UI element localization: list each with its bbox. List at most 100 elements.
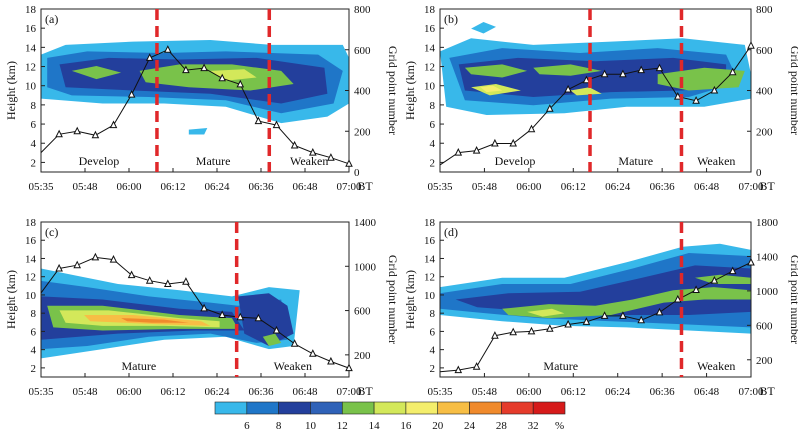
colorbar-swatch <box>532 401 566 415</box>
grid-point-marker <box>127 89 136 98</box>
grid-point-marker <box>345 363 353 372</box>
grid-point-marker <box>582 75 591 84</box>
x-tick-label: 05:35 <box>427 181 453 193</box>
colorbar-tick-label: 8 <box>276 420 282 432</box>
x-unit-label: BT <box>759 384 775 398</box>
grid-point-marker <box>637 65 646 74</box>
panel-b: 05:35 05:48 06:00 06:12 06:24 06:36 06:48 07:00… <box>403 4 798 193</box>
grid-point-marker <box>200 63 208 72</box>
x-tick-label: 05:48 <box>472 386 498 398</box>
grid-point-marker <box>692 285 700 293</box>
contour-region <box>471 22 496 34</box>
y-left-tick-label: 6 <box>430 326 436 338</box>
grid-point-marker <box>491 138 499 147</box>
stage-label-mature: Mature <box>122 359 157 373</box>
grid-point-marker <box>254 313 263 322</box>
colorbar-tick-label: 28 <box>496 420 508 432</box>
panel-a: 05:35 05:48 06:00 06:12 06:24 06:36 06:48 07:00… <box>4 4 400 193</box>
y-right-tick-label: 600 <box>756 320 773 332</box>
y-left-tick-label: 2 <box>430 157 436 169</box>
grid-point-marker <box>308 349 317 357</box>
colorbar-unit-label: % <box>555 420 564 432</box>
y-right-tick-label: 1400 <box>756 251 779 263</box>
y-left-tick-label: 12 <box>424 62 435 74</box>
y-left-tick-label: 16 <box>424 235 436 247</box>
grid-point-line <box>439 262 752 373</box>
grid-point-marker <box>747 41 755 49</box>
colorbar-tick-label: 24 <box>464 420 476 432</box>
x-tick-label: 06:36 <box>248 386 274 398</box>
grid-point-marker <box>509 138 518 147</box>
colorbar-swatch <box>405 401 439 415</box>
y-left-tick-label: 18 <box>424 217 436 229</box>
grid-point-marker <box>109 120 118 129</box>
colorbar-swatch <box>310 401 343 415</box>
y-left-tick-label: 14 <box>25 253 37 265</box>
x-tick-label: 05:48 <box>72 386 98 398</box>
stage-label-weaken: Weaken <box>274 359 312 373</box>
contour-region <box>695 274 751 284</box>
panel-label: (a) <box>45 12 58 26</box>
y-right-tick-label: 1000 <box>756 286 779 298</box>
x-tick-label: 06:12 <box>160 386 185 398</box>
stage-label-mature: Mature <box>543 359 578 373</box>
y-right-tick-label: 800 <box>354 4 371 16</box>
colorbar-swatch <box>373 401 407 415</box>
x-tick-label: 05:48 <box>472 181 498 193</box>
x-tick-label: 06:48 <box>292 181 318 193</box>
grid-point-marker <box>236 79 245 88</box>
grid-point-marker <box>55 263 63 272</box>
x-tick-label: 06:36 <box>650 181 676 193</box>
x-tick-label: 07:00 <box>336 386 362 398</box>
y-left-tick-label: 4 <box>430 138 436 150</box>
x-tick-label: 05:35 <box>28 386 54 398</box>
colorbar-tick-label: 16 <box>400 420 412 432</box>
grid-point-marker <box>345 159 353 167</box>
x-tick-label: 06:36 <box>650 386 676 398</box>
y-right-title: Grid point number <box>788 255 798 344</box>
x-tick-label: 05:35 <box>28 181 54 193</box>
y-left-tick-label: 2 <box>31 363 37 375</box>
x-unit-label: BT <box>759 179 775 193</box>
contour-field <box>440 243 751 334</box>
contour-field <box>41 268 300 359</box>
y-left-tick-label: 12 <box>424 272 435 284</box>
panel-label: (c) <box>45 225 58 239</box>
grid-point-marker <box>218 73 227 82</box>
grid-point-marker <box>564 84 572 93</box>
grid-point-marker <box>109 254 118 263</box>
contour-region <box>480 85 503 93</box>
y-left-tick-label: 6 <box>31 119 37 131</box>
grid-point-marker <box>200 303 208 312</box>
grid-point-marker <box>710 275 719 284</box>
x-tick-label: 06:12 <box>561 181 586 193</box>
y-right-tick-label: 400 <box>756 86 773 98</box>
grid-point-marker <box>290 140 299 149</box>
y-left-tick-label: 12 <box>25 272 36 284</box>
grid-point-marker <box>472 145 481 154</box>
x-tick-label: 07:00 <box>738 181 764 193</box>
x-tick-label: 06:00 <box>516 386 542 398</box>
contour-region <box>188 128 208 135</box>
colorbar-tick-label: 32 <box>528 420 539 432</box>
grid-point-marker <box>163 45 172 53</box>
grid-point-marker <box>527 326 536 335</box>
y-left-tick-label: 10 <box>424 81 436 93</box>
colorbar-tick-label: 10 <box>305 420 317 432</box>
grid-point-marker <box>182 65 190 74</box>
grid-point-marker <box>600 69 609 78</box>
contour-region <box>570 87 602 96</box>
grid-point-marker <box>454 365 463 374</box>
grid-point-marker <box>272 120 281 129</box>
grid-point-marker <box>673 91 682 100</box>
y-right-tick-label: 200 <box>756 355 773 367</box>
x-tick-label: 06:00 <box>516 181 542 193</box>
contour-region <box>71 66 122 80</box>
grid-point-marker <box>491 331 499 339</box>
y-right-tick-label: 0 <box>354 167 360 179</box>
y-right-tick-label: 800 <box>756 4 773 16</box>
grid-point-marker <box>582 317 591 325</box>
colorbar-swatch <box>214 401 248 415</box>
y-right-title: Grid point number <box>386 255 400 344</box>
